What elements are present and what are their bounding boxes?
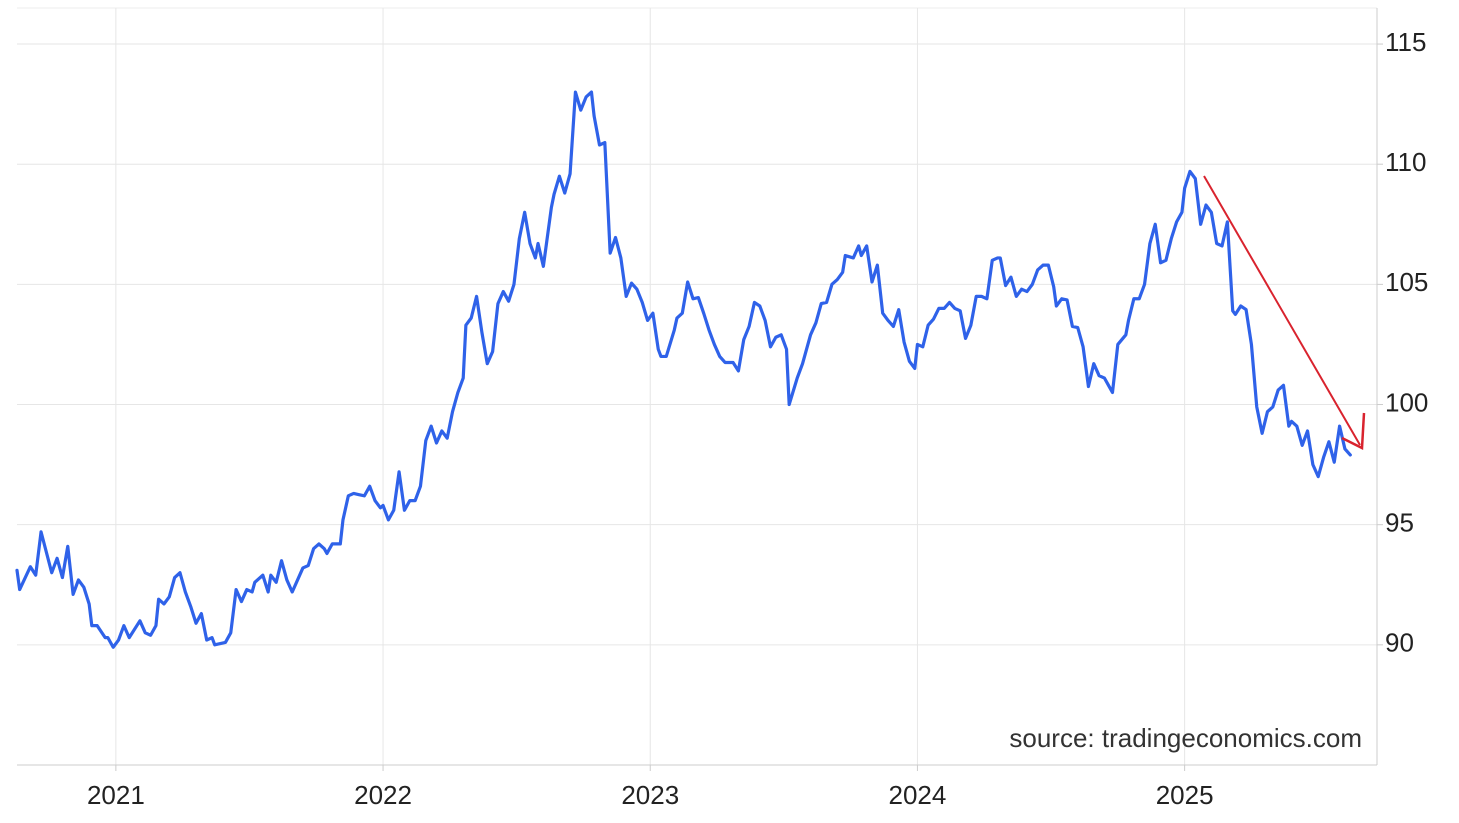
y-tick-label: 100 bbox=[1385, 387, 1428, 417]
trend-arrow bbox=[1203, 175, 1366, 450]
data-line bbox=[15, 90, 1352, 649]
x-tick-label: 2022 bbox=[354, 780, 412, 810]
y-tick-label: 110 bbox=[1385, 147, 1426, 177]
x-tick-label: 2021 bbox=[87, 780, 145, 810]
y-tick-label: 105 bbox=[1385, 267, 1428, 297]
arrow-head bbox=[1341, 412, 1366, 450]
arrow-shaft bbox=[1203, 175, 1361, 446]
x-tick-label: 2025 bbox=[1156, 780, 1214, 810]
x-tick-label: 2023 bbox=[621, 780, 679, 810]
source-label: source: tradingeconomics.com bbox=[1009, 723, 1362, 753]
grid-layer bbox=[17, 8, 1383, 771]
x-tick-label: 2024 bbox=[889, 780, 947, 810]
y-tick-label: 115 bbox=[1385, 27, 1426, 57]
y-tick-label: 90 bbox=[1385, 628, 1414, 658]
data-layer bbox=[15, 90, 1352, 649]
y-tick-label: 95 bbox=[1385, 508, 1414, 538]
